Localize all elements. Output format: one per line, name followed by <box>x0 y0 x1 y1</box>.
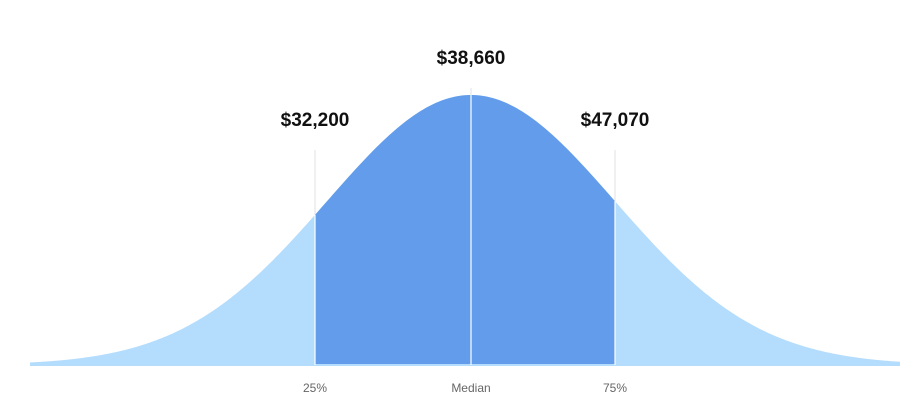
amount-label: $32,200 <box>281 110 350 131</box>
interquartile-range <box>315 95 615 365</box>
percentile-label: 25% <box>303 381 327 395</box>
percentile-markers: $32,200 25% $38,660 Median $47,070 75% <box>281 48 650 395</box>
amount-label: $47,070 <box>581 110 650 131</box>
percentile-label: Median <box>451 381 490 395</box>
percentile-label: 75% <box>603 381 627 395</box>
amount-label: $38,660 <box>437 48 506 69</box>
